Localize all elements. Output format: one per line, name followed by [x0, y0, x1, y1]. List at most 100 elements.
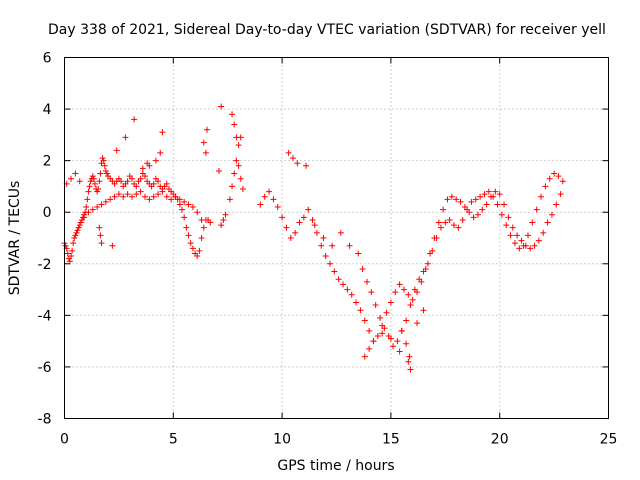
data-point	[311, 222, 318, 229]
data-point	[73, 229, 80, 236]
data-point	[207, 219, 214, 226]
y-tick-label: 4	[43, 102, 52, 118]
data-point	[553, 201, 560, 208]
data-point	[90, 175, 97, 182]
data-point	[98, 240, 105, 247]
data-point	[74, 227, 81, 234]
data-point	[335, 276, 342, 283]
data-point	[159, 188, 166, 195]
data-point	[274, 204, 281, 211]
data-point	[111, 193, 118, 200]
data-point	[331, 268, 338, 275]
data-point	[440, 206, 447, 213]
data-point	[416, 276, 423, 283]
data-point	[348, 291, 355, 298]
y-tick-label: -2	[38, 257, 52, 273]
data-point	[194, 253, 201, 260]
data-point	[98, 201, 105, 208]
data-point	[357, 307, 364, 314]
data-point	[492, 188, 499, 195]
data-point	[548, 211, 555, 218]
data-point	[101, 162, 108, 169]
y-tick-label: -8	[38, 412, 52, 428]
data-point	[379, 330, 386, 337]
data-point	[62, 242, 69, 249]
data-point	[133, 183, 140, 190]
data-point	[113, 147, 120, 154]
data-point	[181, 214, 188, 221]
data-point	[322, 253, 329, 260]
data-point	[215, 167, 222, 174]
data-point	[155, 178, 162, 185]
data-point	[176, 201, 183, 208]
data-point	[86, 183, 93, 190]
data-point	[150, 180, 157, 187]
data-point	[503, 222, 510, 229]
data-point	[294, 160, 301, 167]
data-point	[196, 247, 203, 254]
data-point	[64, 250, 71, 257]
data-point	[89, 173, 96, 180]
data-point	[453, 196, 460, 203]
data-point	[204, 126, 211, 133]
data-point	[531, 242, 538, 249]
data-point	[137, 188, 144, 195]
data-point	[163, 180, 170, 187]
data-point	[285, 149, 292, 156]
data-point	[233, 157, 240, 164]
plot-frame	[64, 57, 609, 419]
data-point	[150, 193, 157, 200]
data-point	[95, 186, 102, 193]
data-point	[172, 193, 179, 200]
data-point	[435, 219, 442, 226]
data-point	[146, 196, 153, 203]
data-point	[424, 260, 431, 267]
x-tick-label: 0	[60, 432, 69, 448]
data-series-yell	[61, 103, 566, 373]
data-point	[511, 240, 518, 247]
data-point	[75, 224, 82, 231]
data-point	[387, 335, 394, 342]
data-point	[91, 180, 98, 187]
data-point	[189, 245, 196, 252]
grid-lines	[64, 57, 609, 419]
data-point	[128, 193, 135, 200]
data-point	[485, 188, 492, 195]
data-point	[239, 186, 246, 193]
data-point	[498, 211, 505, 218]
data-point	[396, 348, 403, 355]
data-point	[124, 191, 131, 198]
data-point	[102, 167, 109, 174]
data-point	[403, 317, 410, 324]
data-point	[155, 191, 162, 198]
data-point	[181, 198, 188, 205]
data-point	[309, 216, 316, 223]
data-point	[87, 178, 94, 185]
data-point	[420, 268, 427, 275]
data-point	[464, 206, 471, 213]
data-point	[509, 224, 516, 231]
data-point	[289, 155, 296, 162]
data-point	[407, 366, 414, 373]
y-tick-label: 2	[43, 154, 52, 170]
data-point	[142, 193, 149, 200]
data-point	[220, 216, 227, 223]
data-point	[159, 129, 166, 136]
data-point	[383, 309, 390, 316]
data-point	[270, 196, 277, 203]
data-point	[292, 229, 299, 236]
data-point	[77, 219, 84, 226]
data-point	[366, 345, 373, 352]
data-point	[496, 191, 503, 198]
data-point	[109, 242, 116, 249]
data-point	[142, 173, 149, 180]
data-point	[122, 134, 129, 141]
y-tick-label: 6	[43, 51, 52, 67]
data-point	[296, 219, 303, 226]
data-point	[557, 191, 564, 198]
data-point	[479, 206, 486, 213]
data-point	[507, 232, 514, 239]
data-point	[353, 299, 360, 306]
data-point	[76, 222, 83, 229]
data-point	[235, 162, 242, 169]
